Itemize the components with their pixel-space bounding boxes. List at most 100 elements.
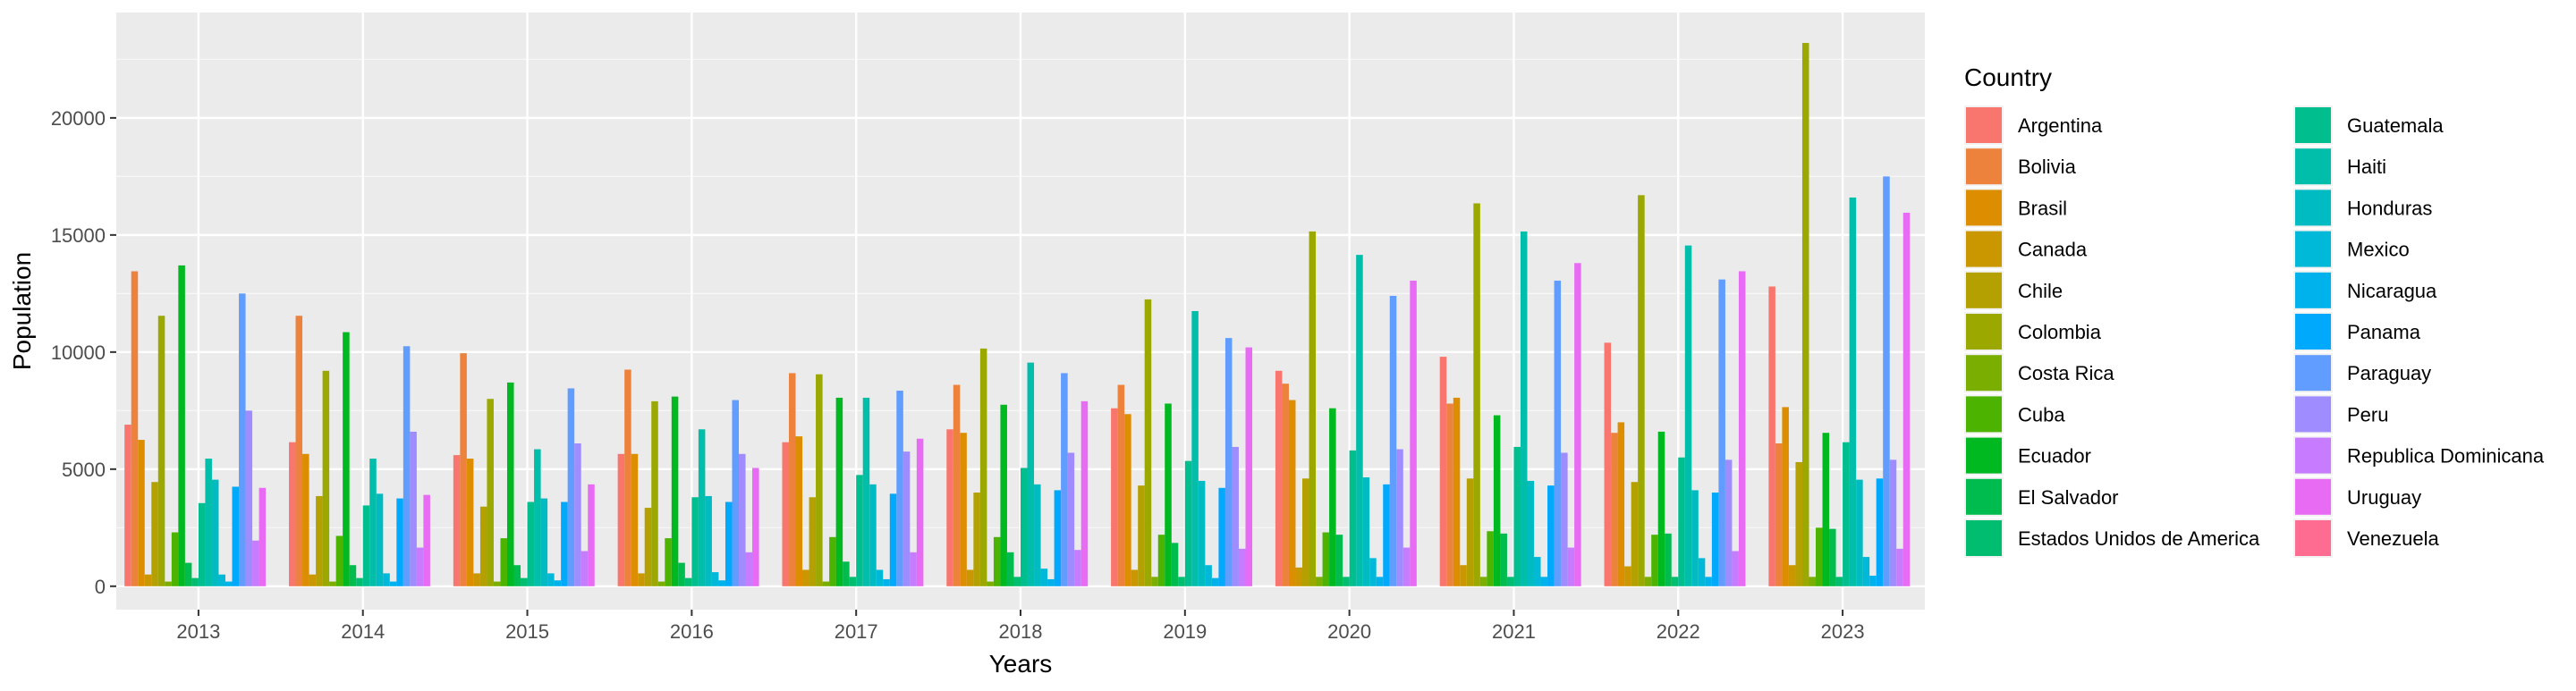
bar xyxy=(889,493,897,586)
bar xyxy=(1638,195,1645,586)
bar xyxy=(979,348,987,586)
bar xyxy=(1362,476,1370,586)
bar xyxy=(1184,460,1192,586)
bar xyxy=(540,498,548,586)
bar xyxy=(624,369,631,586)
bar xyxy=(1157,535,1165,586)
bar xyxy=(184,562,192,586)
bar xyxy=(1788,565,1796,586)
legend-swatch xyxy=(1966,272,2002,308)
bar xyxy=(1856,479,1863,586)
x-tick-label: 2017 xyxy=(835,620,878,643)
bar xyxy=(1617,422,1625,586)
bar xyxy=(423,494,430,586)
bar xyxy=(902,451,911,586)
bar xyxy=(644,508,652,586)
bar xyxy=(1896,548,1903,586)
bar xyxy=(1691,490,1699,586)
legend-label: Mexico xyxy=(2347,239,2410,261)
x-tick-label: 2015 xyxy=(505,620,549,643)
legend-label: Paraguay xyxy=(2347,362,2431,384)
bar xyxy=(1117,384,1125,586)
bar xyxy=(1309,231,1317,586)
legend-label: Chile xyxy=(2018,280,2063,302)
bar xyxy=(795,436,803,586)
bar xyxy=(1061,373,1068,586)
bar xyxy=(124,425,131,586)
bar xyxy=(1862,557,1870,586)
bar xyxy=(547,573,555,586)
legend-label: Cuba xyxy=(2018,403,2065,426)
bar xyxy=(1006,552,1014,586)
bar xyxy=(1705,577,1712,586)
bar xyxy=(1027,362,1035,586)
legend-label: Bolivia xyxy=(2018,156,2077,178)
bar xyxy=(1809,577,1817,586)
bar xyxy=(416,547,424,586)
x-tick-label: 2022 xyxy=(1657,620,1700,643)
legend-label: Honduras xyxy=(2347,197,2432,219)
bar xyxy=(1876,478,1884,586)
bar xyxy=(966,569,974,586)
bar xyxy=(362,505,370,586)
legend-label: Brasil xyxy=(2018,197,2067,219)
y-tick-label: 0 xyxy=(95,576,106,598)
x-tick-label: 2016 xyxy=(670,620,714,643)
bar xyxy=(782,442,789,586)
x-tick-label: 2018 xyxy=(999,620,1043,643)
bar xyxy=(1849,197,1857,586)
bar xyxy=(1527,480,1535,586)
legend-label: Republica Dominicana xyxy=(2347,445,2545,468)
bar xyxy=(1822,433,1830,586)
bar xyxy=(1513,446,1521,586)
legend-swatch xyxy=(2295,231,2331,267)
bar xyxy=(1651,535,1658,586)
bar xyxy=(869,484,877,586)
legend-label: Canada xyxy=(2018,239,2088,261)
bar xyxy=(1335,535,1343,586)
legend-label: Ecuador xyxy=(2018,445,2091,468)
bar xyxy=(1534,557,1541,586)
bar xyxy=(1883,176,1890,586)
bar xyxy=(588,484,595,586)
bar xyxy=(1301,478,1309,586)
bar xyxy=(343,332,350,586)
legend-swatch xyxy=(1966,107,2002,143)
bar xyxy=(816,374,823,586)
bar xyxy=(1329,408,1336,586)
legend: Country Argentina Bolivia Brasil Canada Chil… xyxy=(1964,63,2545,558)
legend-swatch xyxy=(1966,396,2002,433)
bar xyxy=(1768,286,1775,586)
bar xyxy=(191,577,199,586)
bar xyxy=(1383,484,1390,586)
bar xyxy=(705,495,712,586)
bar xyxy=(1376,577,1384,586)
bar xyxy=(1493,415,1501,586)
bar xyxy=(739,453,746,586)
bar xyxy=(1144,299,1152,586)
bar xyxy=(1698,558,1706,586)
bar xyxy=(1540,577,1548,586)
bar xyxy=(383,573,390,586)
bar xyxy=(1288,400,1296,586)
bar xyxy=(1040,569,1048,586)
bar xyxy=(1054,490,1062,586)
bar xyxy=(1396,449,1403,586)
bar xyxy=(1238,548,1246,586)
legend-label: Venezuela xyxy=(2347,527,2440,550)
bar xyxy=(1218,487,1225,586)
legend-label: El Salvador xyxy=(2018,486,2119,509)
bar xyxy=(205,459,212,586)
bar xyxy=(657,581,665,586)
bar xyxy=(916,438,924,586)
bar xyxy=(1520,231,1528,586)
bar xyxy=(1473,203,1480,586)
bar xyxy=(1795,461,1802,586)
y-tick-label: 20000 xyxy=(51,107,106,130)
legend-swatch xyxy=(2295,272,2331,308)
y-axis: 0 5000 10000 15000 20000 xyxy=(51,107,116,598)
bar xyxy=(1460,565,1467,586)
bar xyxy=(1843,442,1850,586)
bar xyxy=(883,578,890,586)
